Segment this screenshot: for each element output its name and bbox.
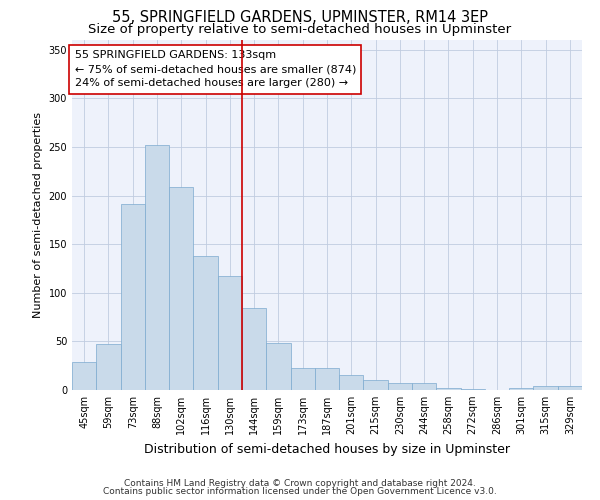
Bar [96, 344, 121, 390]
Bar [461, 389, 485, 390]
Text: Size of property relative to semi-detached houses in Upminster: Size of property relative to semi-detach… [88, 22, 512, 36]
Bar [266, 344, 290, 390]
Bar [388, 383, 412, 390]
Bar [242, 308, 266, 390]
Bar [169, 187, 193, 390]
Bar [412, 383, 436, 390]
Bar [121, 204, 145, 390]
Bar [436, 388, 461, 390]
Text: 55 SPRINGFIELD GARDENS: 133sqm
← 75% of semi-detached houses are smaller (874)
2: 55 SPRINGFIELD GARDENS: 133sqm ← 75% of … [74, 50, 356, 88]
Bar [193, 256, 218, 390]
Bar [315, 368, 339, 390]
Y-axis label: Number of semi-detached properties: Number of semi-detached properties [33, 112, 43, 318]
Text: Contains HM Land Registry data © Crown copyright and database right 2024.: Contains HM Land Registry data © Crown c… [124, 478, 476, 488]
Bar [364, 380, 388, 390]
X-axis label: Distribution of semi-detached houses by size in Upminster: Distribution of semi-detached houses by … [144, 442, 510, 456]
Bar [72, 362, 96, 390]
Bar [218, 276, 242, 390]
Bar [533, 386, 558, 390]
Text: 55, SPRINGFIELD GARDENS, UPMINSTER, RM14 3EP: 55, SPRINGFIELD GARDENS, UPMINSTER, RM14… [112, 10, 488, 25]
Bar [290, 368, 315, 390]
Bar [558, 386, 582, 390]
Bar [509, 388, 533, 390]
Text: Contains public sector information licensed under the Open Government Licence v3: Contains public sector information licen… [103, 487, 497, 496]
Bar [145, 145, 169, 390]
Bar [339, 376, 364, 390]
